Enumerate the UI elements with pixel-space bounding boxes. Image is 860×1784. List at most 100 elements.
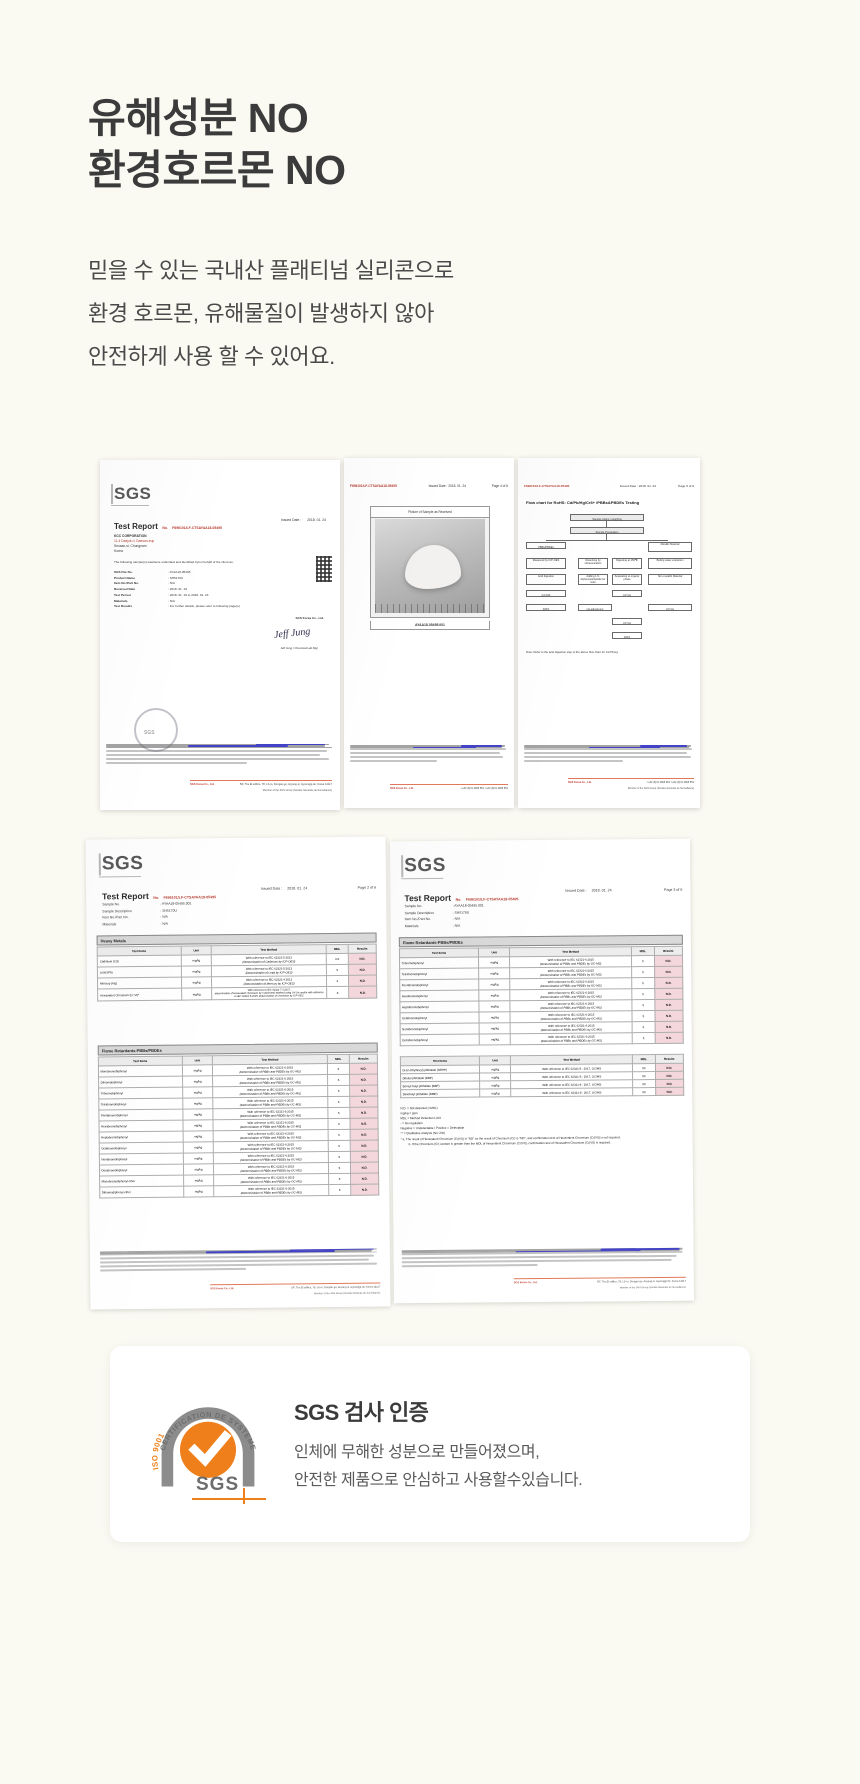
fr-res-4: N.D. — [349, 1107, 378, 1119]
fr-res-8: N.D. — [350, 1151, 379, 1163]
fr-item-4: Pentabromobiphenyl — [98, 1109, 183, 1121]
flow-step-16: Non-metallic Material — [648, 574, 692, 585]
issued-date-label-c: Issued Date : — [619, 484, 638, 488]
item-no-b: N/A — [454, 916, 461, 922]
flow-step-13c: UV-Vis — [612, 618, 642, 625]
client-address-2: Seosan-si, Chungnam — [114, 543, 147, 548]
client-address-1: 11-4 Daejuk-ri, Daesan-eup — [114, 538, 155, 543]
flow-step-1: Sample Preparation — [570, 527, 644, 534]
ph-unit-1: mg/kg — [479, 1072, 511, 1082]
fr-mdl-3: 5 — [327, 1096, 350, 1108]
field-label-4: Test Period — [114, 592, 131, 597]
fr-res-7: N.D. — [350, 1140, 379, 1152]
hm-unit-2: mg/kg — [181, 976, 212, 989]
pb-mdl-0: 5 — [631, 955, 655, 967]
hm-m2-3: determination of Hexavalent Chromium by … — [214, 991, 324, 999]
footer-company-r2b: SGS Korea Co., Ltd. — [513, 1281, 538, 1285]
sgs-iso-badge-icon: CERTIFICATION DE SYSTEME ISO 9001 SGS — [150, 1386, 267, 1504]
hm-unit-1: mg/kg — [181, 965, 212, 978]
ph-col-1: Unit — [479, 1055, 511, 1066]
flow-step-14b: DATA — [612, 632, 642, 639]
headline-line-2: 환경호르몬 NO — [88, 147, 346, 194]
hm-res-3: N.D. — [348, 986, 377, 999]
sgs-report-page-4-sample-photo[interactable]: F696101/LF-CTSAYAA18-05495 Issued Date :… — [344, 458, 514, 808]
flow-step-7: Digesting at 150℃ — [612, 558, 642, 569]
pb-res-7: N.D. — [654, 1032, 684, 1044]
flow-step-11: Boiling water extraction — [648, 558, 692, 569]
flow-step-13: UV-Vis — [612, 590, 642, 597]
signer-role: Jeff Jung / Chemical Lab Mgr — [280, 646, 318, 650]
sgs-report-page-3-pbdes[interactable]: SGS Test Report No. F696101/LF-CTSAYAA18… — [389, 838, 695, 1304]
hm-mdl-1: 5 — [326, 964, 349, 976]
signature: Jeff Jung — [273, 626, 311, 641]
pb-unit-0: mg/kg — [478, 956, 510, 969]
pb-item-1: Tetrabromobiphenyl — [399, 968, 479, 980]
terms-fineprint-r2b — [401, 1248, 686, 1269]
pb-item-0: Tribromobiphenyl — [399, 957, 479, 969]
subcopy-line-2: 환경 호르몬, 유해물질이 발생하지 않아 — [88, 300, 435, 326]
footer-phone-c: t +82 (0)31 4608 861 f +82 (0)31 4608 85… — [646, 781, 694, 784]
pb-col-1: Unit — [478, 947, 510, 958]
sgs-report-page-2-heavy-metals[interactable]: SGS Test Report No. F696101/LF-CTSAYAA18… — [85, 836, 391, 1310]
footer-phone-b: t +82 (0)31 4608 861 f +82 (0)31 4608 85… — [460, 787, 508, 790]
pb-mdl-5: 5 — [632, 1010, 655, 1022]
field-value-2: N/A — [169, 581, 175, 586]
pb-m2-5: (Determination of PBBs and PBDEs by GC-M… — [540, 1016, 602, 1022]
doc-footer: SGS Korea Co., Ltd. 5/F, The El edifice,… — [190, 780, 332, 792]
pb-unit-5: mg/kg — [479, 1011, 511, 1024]
col-mdl: MDL — [325, 944, 349, 954]
fr-mdl-5: 5 — [327, 1118, 351, 1130]
hm-m2-2: (Determination of Mercury by ICP-OES) — [243, 981, 295, 986]
report-title: Test Report — [114, 522, 158, 531]
heavy-metals-table: Test Items Unit Test Method MDL Results … — [97, 944, 378, 1002]
pb-col-4: Results — [654, 946, 683, 956]
report-no-label-r2b: No. — [455, 897, 462, 902]
issued-date-label: Issued Date : — [281, 518, 302, 522]
pb-item-2: Pentabromobiphenyl — [399, 979, 480, 991]
flow-step-5: Acid digestion — [526, 574, 566, 585]
sgs-report-page-5-flowchart[interactable]: F696101/LF-CTSAYAA18-05495 Issued Date :… — [518, 458, 700, 808]
footer-address-r2a: 5/F, The El edifice, 78, LS-ro, Dongan-g… — [291, 1285, 381, 1290]
phthalates-table: Test Items Unit Test Method MDL Results … — [400, 1054, 684, 1098]
fr-res-2: N.D. — [349, 1085, 378, 1097]
hm-unit-0: mg/kg — [180, 954, 212, 967]
report-no-label: No. — [162, 526, 168, 530]
flow-step-6: Dissolving by ultrasonication — [578, 558, 608, 569]
fr-item-7: Octabromobiphenyl — [99, 1142, 184, 1154]
subcopy-line-3: 안전하게 사용 할 수 있어요. — [88, 343, 335, 369]
hm-res-1: N.D. — [348, 964, 377, 976]
fr-item-5: Hexabromobiphenyl — [98, 1120, 183, 1132]
hm-item-3: Hexavalent Chromium (Cr VI)* — [97, 988, 182, 1001]
sgs-report-page-1[interactable]: SGS Test Report No. F696101/LF-CTSAYAA18… — [100, 460, 340, 810]
pb-col-3: MDL — [631, 946, 655, 956]
field-value-3: 2018. 01. 19 — [169, 587, 187, 592]
hm-item-0: Cadmium (Cd) — [97, 955, 182, 967]
report-field-list: SGS File No.: AYAA18-05495 Product Name:… — [114, 570, 240, 609]
issued-date: 2018. 01. 24 — [307, 518, 326, 522]
fr-m2-5: (Determination of PBBs and PBDEs by GC-M… — [239, 1124, 302, 1129]
ph-mdl-0: 50 — [632, 1063, 656, 1072]
terms-fineprint-c — [524, 745, 694, 764]
table-row: Dibromodiphenyl ether mg/kg With reference… — [99, 1184, 379, 1198]
fr-m2-11: (Determination of PBBs and PBDEs by GC-M… — [240, 1190, 302, 1195]
fr-m2-2: (Determination of PBBs and PBDEs by GC-M… — [239, 1091, 301, 1096]
page-label-3: Page 3 of 6 — [664, 887, 683, 892]
page-label-5: Page 5 of 6 — [678, 484, 694, 488]
pb-unit-4: mg/kg — [479, 1000, 511, 1013]
certification-line-2: 안전한 제품으로 안심하고 사용할수있습니다. — [294, 1472, 583, 1489]
materials-label-b: Materials — [404, 923, 419, 929]
field-label-5: Materials — [114, 598, 128, 603]
issued-date-label-r2b: Issued Date : — [565, 888, 587, 893]
fr-m2-9: (Determination of PBBs and PBDEs by GC-M… — [240, 1168, 302, 1173]
flow-step-12: GC-MS — [526, 590, 566, 597]
fr-m2-0: (Determination of PBBs and PBDEs by GC-M… — [239, 1069, 301, 1074]
report-no: F696101/LF-CTSAYAA18-05495 — [172, 526, 222, 530]
issued-date-label-r2a: Issued Date : — [261, 886, 283, 891]
ph-res-0: N.D. — [655, 1063, 684, 1072]
ph-mdl-2: 50 — [632, 1079, 656, 1088]
flow-step-13b: UV-Vis — [648, 604, 692, 611]
hm-item-1: Lead (Pb) — [97, 966, 182, 978]
sample-no: AYAA18-05495.001 — [161, 901, 192, 906]
pb-unit-6: mg/kg — [479, 1022, 511, 1035]
submission-intro: The following sample(s) was/were submitt… — [114, 560, 234, 564]
